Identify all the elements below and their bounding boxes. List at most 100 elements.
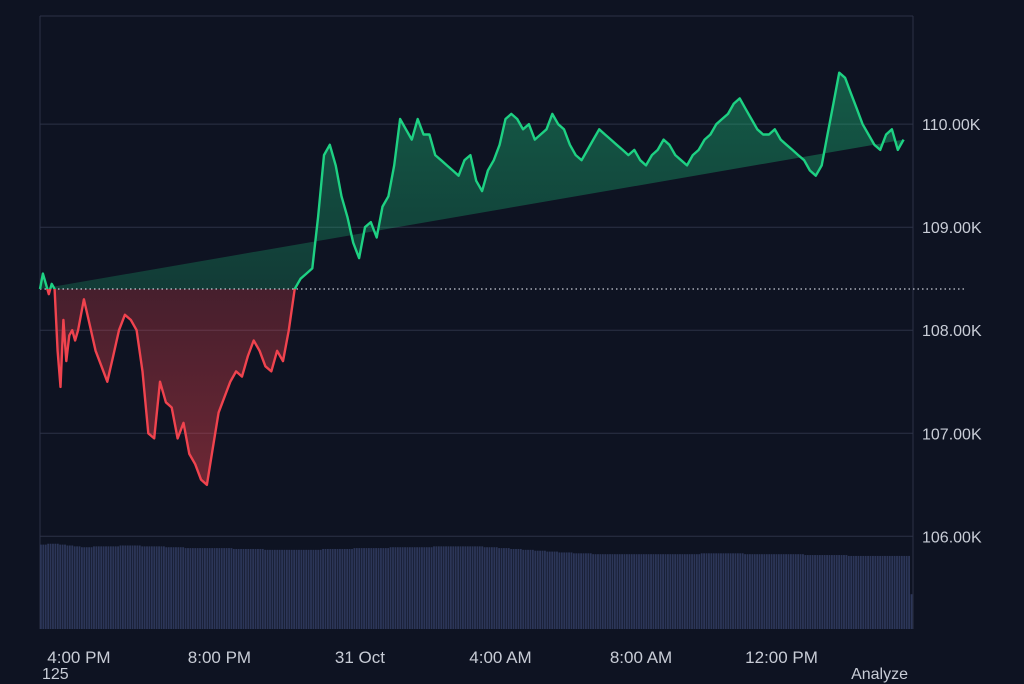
volume-bar bbox=[191, 548, 194, 629]
volume-bar bbox=[843, 555, 845, 629]
volume-bar bbox=[787, 554, 790, 629]
volume-bar bbox=[785, 554, 787, 629]
volume-bar bbox=[452, 546, 455, 629]
volume-bar bbox=[886, 555, 889, 629]
volume-bar bbox=[141, 546, 144, 629]
volume-bar bbox=[478, 546, 481, 629]
volume-bar bbox=[421, 547, 423, 629]
volume-bar bbox=[589, 553, 592, 629]
volume-bar bbox=[852, 555, 855, 629]
volume-bar bbox=[213, 548, 216, 629]
volume-bar bbox=[640, 554, 643, 629]
volume-bar bbox=[276, 549, 279, 629]
volume-bar bbox=[628, 554, 631, 629]
volume-bar bbox=[462, 546, 464, 629]
volume-bar bbox=[476, 546, 479, 629]
volume-bar bbox=[642, 554, 645, 629]
volume-bar bbox=[148, 546, 151, 629]
volume-bar bbox=[162, 546, 165, 629]
volume-bar bbox=[242, 548, 245, 629]
volume-bar bbox=[71, 545, 74, 629]
volume-bar bbox=[556, 551, 558, 629]
volume-bar bbox=[847, 555, 850, 629]
volume-bar bbox=[763, 554, 766, 629]
volume-bar bbox=[59, 544, 62, 629]
volume-bar bbox=[102, 546, 105, 629]
volume-bar bbox=[129, 545, 132, 629]
volume-bar bbox=[616, 554, 619, 629]
volume-bar bbox=[394, 547, 397, 629]
volume-bar bbox=[510, 548, 513, 629]
volume-bar bbox=[442, 546, 445, 629]
volume-bar bbox=[293, 549, 296, 629]
volume-bar bbox=[341, 548, 344, 629]
volume-bar bbox=[360, 548, 363, 629]
volume-bar bbox=[604, 554, 607, 629]
volume-bar bbox=[910, 594, 913, 629]
volume-bar bbox=[490, 547, 493, 629]
volume-bar bbox=[536, 550, 539, 629]
volume-bar bbox=[76, 546, 78, 629]
volume-bar bbox=[900, 555, 903, 629]
volume-bar bbox=[228, 548, 230, 629]
volume-bar bbox=[423, 547, 426, 629]
x-tick-label: 4:00 PM bbox=[47, 648, 110, 667]
volume-bar bbox=[527, 549, 529, 629]
volume-bar bbox=[751, 554, 754, 629]
volume-bar bbox=[363, 548, 365, 629]
volume-bar bbox=[85, 547, 88, 629]
volume-bar bbox=[392, 547, 394, 629]
volume-bar bbox=[582, 553, 585, 629]
volume-bar bbox=[891, 555, 894, 629]
volume-bar bbox=[437, 546, 440, 629]
volume-bar bbox=[208, 548, 211, 629]
volume-bar bbox=[73, 546, 76, 629]
volume-bar bbox=[645, 554, 648, 629]
volume-bar bbox=[261, 548, 264, 629]
analyze-link[interactable]: Analyze bbox=[851, 666, 908, 683]
volume-bar bbox=[440, 546, 443, 629]
volume-bar bbox=[495, 547, 498, 629]
volume-bar bbox=[777, 554, 780, 629]
volume-bar bbox=[833, 555, 836, 629]
volume-bar bbox=[457, 546, 460, 629]
volume-bar bbox=[553, 551, 556, 629]
volume-bar bbox=[517, 548, 520, 629]
volume-bar bbox=[153, 546, 156, 629]
volume-bar bbox=[519, 548, 522, 629]
volume-bar bbox=[881, 555, 884, 629]
volume-bar bbox=[49, 543, 52, 629]
volume-bar bbox=[546, 551, 549, 629]
volume-bar bbox=[138, 545, 141, 629]
y-tick-label: 106.00K bbox=[922, 529, 982, 546]
volume-bar bbox=[346, 548, 349, 629]
volume-bar bbox=[773, 554, 775, 629]
volume-bar bbox=[322, 548, 324, 629]
volume-bar bbox=[626, 554, 628, 629]
volume-bar bbox=[585, 553, 587, 629]
volume-bar bbox=[136, 545, 139, 629]
volume-bar bbox=[859, 555, 862, 629]
volume-bar bbox=[187, 548, 189, 629]
volume-bar bbox=[486, 547, 488, 629]
volume-bar bbox=[724, 553, 727, 629]
volume-bar bbox=[488, 547, 491, 629]
volume-bar bbox=[310, 549, 312, 629]
volume-bar bbox=[507, 548, 510, 629]
volume-bar bbox=[232, 548, 235, 629]
volume-bar bbox=[353, 548, 356, 629]
volume-bar bbox=[592, 554, 595, 629]
volume-bar bbox=[351, 548, 353, 629]
volume-bar bbox=[799, 554, 802, 629]
volume-bar bbox=[744, 554, 746, 629]
volume-bar bbox=[447, 546, 450, 629]
volume-bar bbox=[780, 554, 783, 629]
volume-bar bbox=[481, 546, 484, 629]
y-tick-label: 109.00K bbox=[922, 220, 982, 237]
volume-bar bbox=[408, 547, 411, 629]
volume-bar bbox=[119, 545, 122, 629]
volume-bar bbox=[206, 548, 209, 629]
volume-bar bbox=[686, 554, 689, 629]
x-tick-label: 31 Oct bbox=[335, 648, 385, 667]
volume-bar bbox=[56, 543, 59, 629]
